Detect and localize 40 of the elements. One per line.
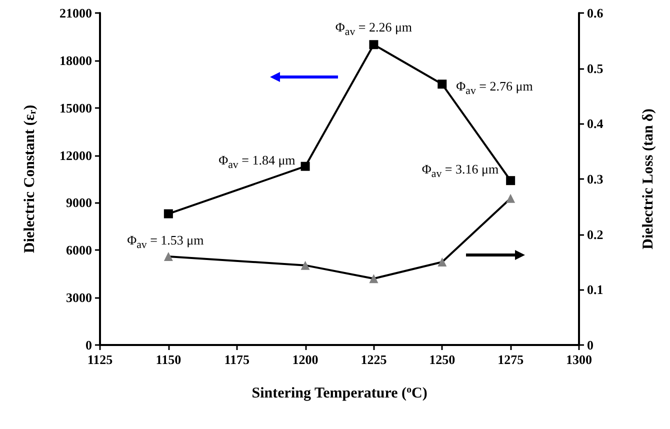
y2-axis-title: Dielectric Loss (tan δ) — [640, 108, 656, 250]
x-tick-label: 1200 — [292, 352, 318, 367]
y2-tick-label: 0.4 — [587, 116, 604, 132]
x-tick-label: 1275 — [498, 352, 524, 367]
y-tick-label: 6000 — [66, 242, 92, 258]
y2-tick-label: 0.1 — [587, 282, 604, 298]
point — [438, 258, 447, 266]
y2-tick-label: 0 — [587, 338, 594, 352]
point — [438, 80, 447, 89]
y-axis-title: Dielectric Constant (εr) — [22, 104, 38, 254]
annotation: Φ$_{av}$ = 2.76 μm — [456, 78, 533, 98]
y-tick-label: 18000 — [60, 52, 92, 68]
y-tick-label: 21000 — [60, 6, 92, 20]
y-tick-label: 9000 — [66, 195, 92, 210]
point — [164, 209, 173, 218]
point — [369, 40, 378, 50]
x-tick-label: 1175 — [224, 352, 250, 367]
point — [506, 176, 516, 186]
annotation: Φ$_{av}$ = 1.84 μm — [218, 152, 296, 172]
x-tick-label: 1150 — [156, 352, 182, 367]
y-tick-label: 3000 — [66, 290, 92, 306]
y2-tick-label: 0.6 — [587, 6, 604, 20]
y2-tick-label: 0.5 — [587, 60, 604, 76]
annotation: Φ$_{av}$ = 3.16 μm — [422, 160, 499, 180]
y-tick-label: 0 — [86, 338, 92, 352]
annotation: Φ$_{av}$ = 1.53 μm — [127, 232, 204, 251]
annotation: Φ$_{av}$ = 2.26 μm — [335, 18, 412, 38]
x-tick-label: 1300 — [566, 352, 592, 367]
point — [300, 162, 310, 171]
y2-tick-label: 0.3 — [587, 172, 604, 186]
x-tick-label: 1225 — [360, 352, 388, 367]
y2-tick-label: 0.2 — [587, 226, 604, 242]
point — [164, 252, 173, 261]
point — [369, 274, 378, 284]
point — [300, 260, 310, 270]
point — [506, 194, 516, 203]
x-tick-label: 1125 — [87, 352, 114, 367]
y-tick-label: 15000 — [60, 100, 92, 116]
y-tick-label: 12000 — [60, 148, 92, 163]
x-tick-label: 1250 — [429, 352, 456, 367]
